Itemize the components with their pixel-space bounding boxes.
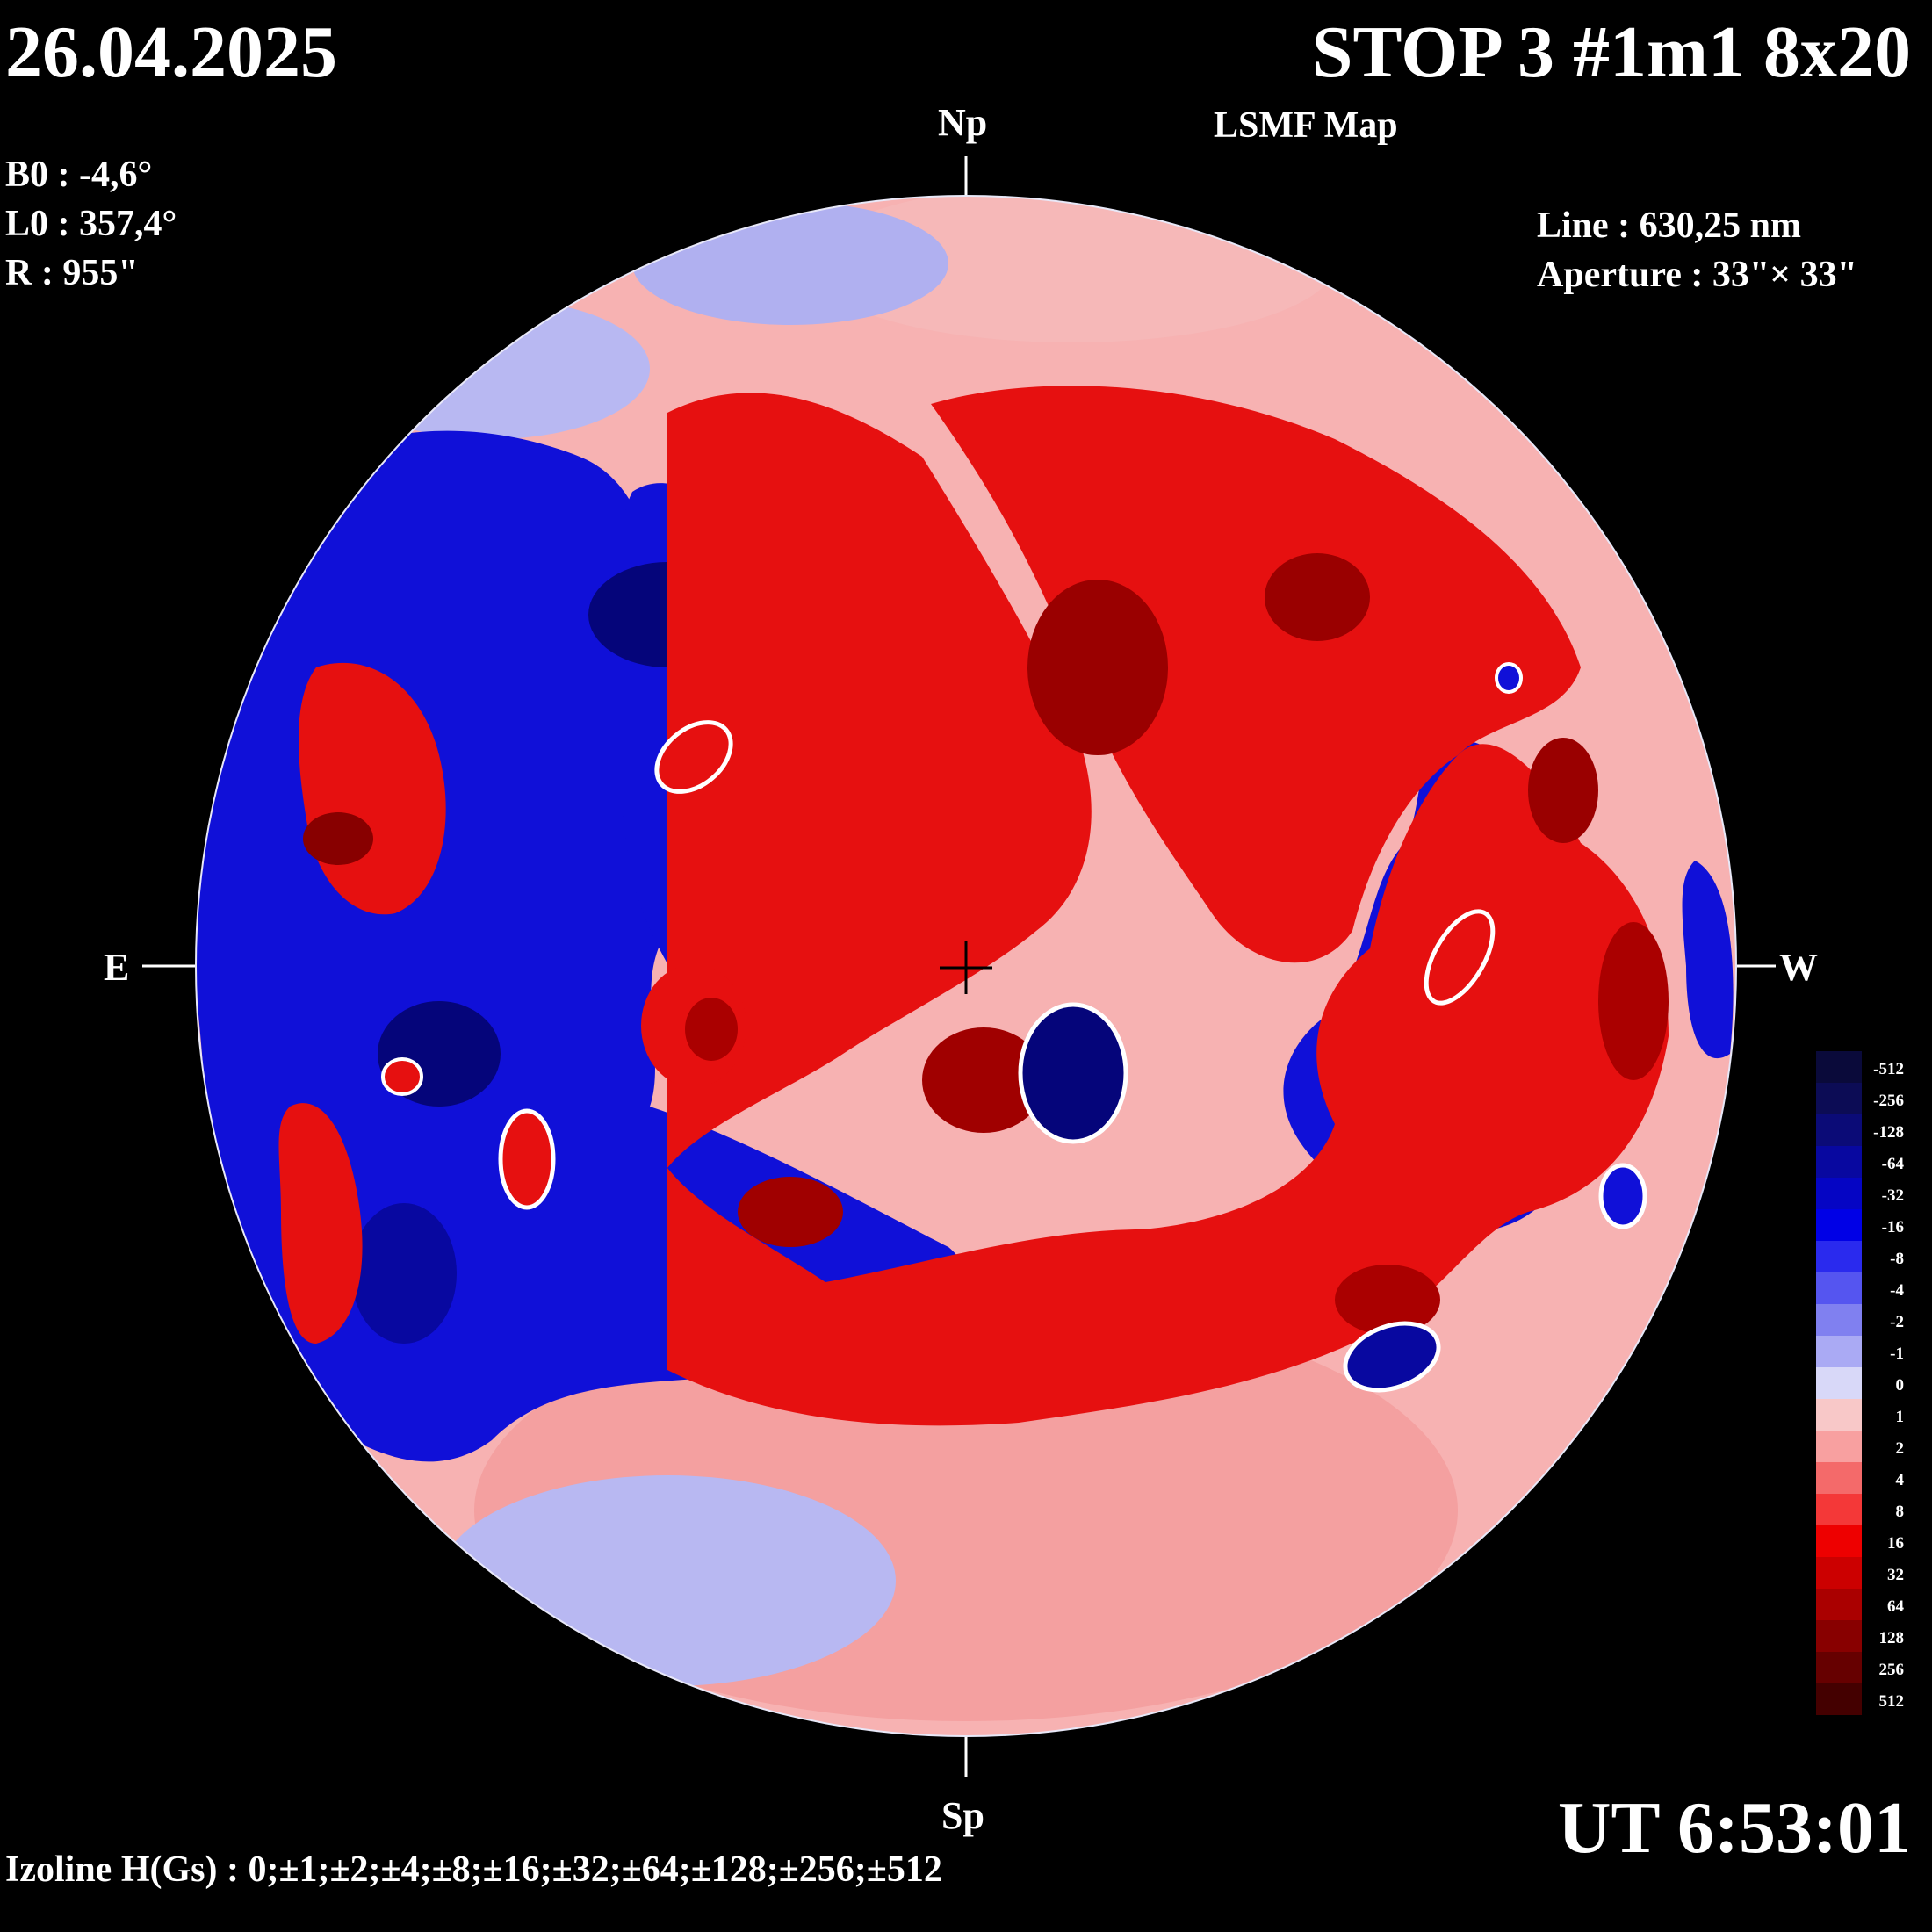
scale-level: -2 [1816,1304,1907,1336]
scale-swatch [1816,1209,1862,1241]
scale-level: -1 [1816,1336,1907,1367]
south-label: Sp [941,1794,984,1837]
b0-value: B0 : -4,6° [5,155,153,195]
scale-swatch [1816,1431,1862,1462]
scale-swatch [1816,1304,1862,1336]
scale-level: -128 [1816,1114,1907,1146]
scale-label: -8 [1890,1250,1904,1268]
scale-swatch [1816,1652,1862,1683]
scale-swatch [1816,1557,1862,1589]
scale-level: -16 [1816,1209,1907,1241]
scale-swatch [1816,1589,1862,1620]
north-label: Np [938,101,988,144]
scale-swatch [1816,1336,1862,1367]
scale-level: 16 [1816,1525,1907,1557]
scale-level: 32 [1816,1557,1907,1589]
scale-swatch [1816,1525,1862,1557]
scale-level: 2 [1816,1431,1907,1462]
west-label: W [1779,946,1818,989]
scale-swatch [1816,1494,1862,1525]
scale-swatch [1816,1083,1862,1114]
scale-swatch [1816,1146,1862,1178]
scale-swatch [1816,1683,1862,1715]
scale-level: 4 [1816,1462,1907,1494]
ut-time: UT 6:53:01 [1557,1787,1911,1869]
scale-label: 0 [1895,1376,1905,1395]
scale-level: 256 [1816,1652,1907,1683]
scale-label: -32 [1881,1186,1904,1205]
izoline-caption: Izoline H(Gs) : 0;±1;±2;±4;±8;±16;±32;±6… [5,1849,942,1890]
scale-label: 32 [1887,1566,1904,1584]
scale-label: -16 [1881,1218,1904,1236]
scale-swatch [1816,1399,1862,1431]
scale-label: -256 [1873,1092,1904,1110]
scale-level: -64 [1816,1146,1907,1178]
scale-swatch [1816,1051,1862,1083]
axis-ticks [142,156,1776,1777]
scale-label: 16 [1887,1534,1904,1553]
scale-swatch [1816,1462,1862,1494]
scale-label: 128 [1878,1629,1905,1647]
scale-label: -4 [1890,1281,1904,1300]
scale-level: 64 [1816,1589,1907,1620]
scale-level: -32 [1816,1178,1907,1209]
solar-disk [195,195,1737,1737]
scale-label: 2 [1895,1439,1905,1458]
scale-level: 0 [1816,1367,1907,1399]
l0-value: L0 : 357,4° [5,204,177,244]
scale-level: -512 [1816,1051,1907,1083]
east-label: E [104,946,130,989]
positive-region-northwest [931,386,1581,963]
line-value: Line : 630,25 nm [1537,205,1802,246]
scale-label: -64 [1881,1155,1904,1173]
scale-swatch [1816,1114,1862,1146]
scale-label: -128 [1873,1123,1904,1142]
scale-level: -4 [1816,1272,1907,1304]
map-title: STOP 3 #1m1 8x20 [1311,11,1911,93]
negative-region-west-edge [1682,861,1734,1059]
scale-label: 8 [1895,1503,1905,1521]
scale-level: 128 [1816,1620,1907,1652]
aperture-value: Aperture : 33"× 33" [1537,255,1857,295]
radius-value: R : 955" [5,253,139,293]
scale-label: 4 [1895,1471,1905,1489]
scale-swatch [1816,1241,1862,1272]
scale-label: -512 [1873,1060,1904,1078]
scale-label: 512 [1878,1692,1905,1711]
scale-level: -8 [1816,1241,1907,1272]
map-subtitle: LSMF Map [1214,105,1398,146]
scale-label: -2 [1890,1313,1904,1331]
scale-level: 512 [1816,1683,1907,1715]
scale-label: 64 [1887,1597,1904,1616]
scale-swatch [1816,1272,1862,1304]
positive-region-southeast [278,1103,363,1344]
scale-label: 256 [1878,1661,1905,1679]
center-crosshair [940,941,992,994]
scale-level: 1 [1816,1399,1907,1431]
scale-swatch [1816,1178,1862,1209]
scale-label: 1 [1895,1408,1905,1426]
observation-date: 26.04.2025 [5,11,337,93]
scale-level: -256 [1816,1083,1907,1114]
scale-label: -1 [1890,1344,1904,1363]
scale-swatch [1816,1367,1862,1399]
scale-swatch [1816,1620,1862,1652]
positive-region-central [667,393,1669,1426]
scale-level: 8 [1816,1494,1907,1525]
